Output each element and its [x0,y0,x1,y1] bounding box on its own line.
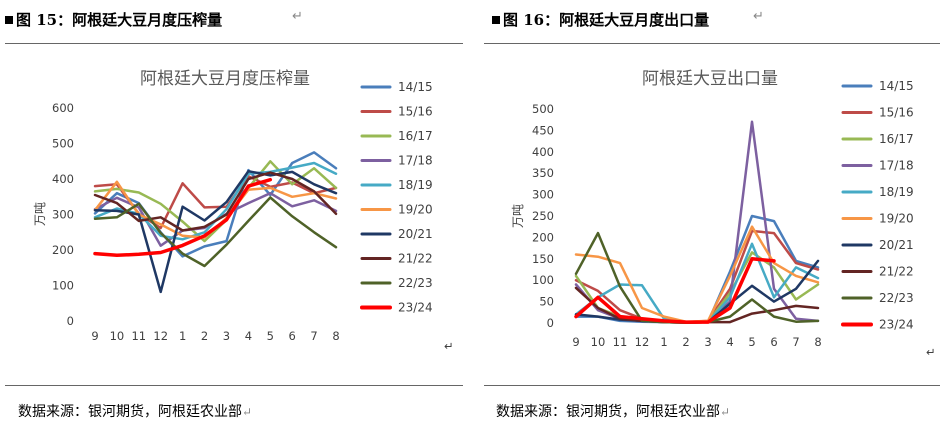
y-tick-label: 100 [52,279,74,293]
y-tick-label: 500 [52,137,74,151]
legend-label: 22/23 [398,276,433,290]
x-tick-label: 10 [591,335,606,349]
source-note-right: 数据来源：银河期货，阿根廷农业部↵ [496,404,731,420]
x-tick-label: 3 [704,335,711,349]
x-tick-label: 5 [267,329,274,343]
bottom-rule [484,385,940,386]
legend-label: 19/20 [398,203,433,217]
x-tick-label: 7 [310,329,317,343]
return-mark-icon: ↵ [242,405,253,419]
legend-label: 14/15 [398,80,433,94]
bullet-square-icon [5,16,13,24]
chart-title: 阿根廷大豆月度压榨量 [140,69,310,89]
legend-label: 16/17 [879,132,914,146]
legend-label: 20/21 [879,238,914,252]
legend-label: 17/18 [398,154,433,168]
x-tick-label: 9 [572,335,579,349]
return-mark-icon: ↵ [926,345,936,359]
series-line-23-24 [93,177,273,258]
legend-label: 15/16 [879,106,914,120]
y-tick-label: 0 [547,316,554,330]
legend-label: 15/16 [398,105,433,119]
bullet-square-icon [492,16,500,24]
x-tick-label: 4 [726,335,733,349]
legend-label: 18/19 [879,185,914,199]
legend-label: 23/24 [398,301,433,315]
y-axis-label: 万吨 [511,204,525,228]
y-tick-label: 450 [532,123,554,137]
legend-label: 22/23 [879,291,914,305]
source-note-left: 数据来源：银河期货，阿根廷农业部↵ [18,404,253,420]
x-tick-label: 11 [613,335,628,349]
x-tick-label: 2 [201,329,208,343]
right-figure: 图 16：阿根廷大豆月度出口量 ↵ 阿根廷大豆出口量 0 50 100 150 200 25… [478,0,946,427]
x-tick-label: 3 [223,329,230,343]
chart-title: 阿根廷大豆出口量 [642,69,778,89]
x-tick-label: 5 [748,335,755,349]
series-line-23-24 [574,257,776,324]
x-tick-label: 10 [110,329,125,343]
y-tick-label: 200 [532,230,554,244]
legend-label: 23/24 [879,318,914,332]
y-tick-label: 200 [52,243,74,257]
x-tick-label: 2 [682,335,689,349]
legend-label: 21/22 [398,252,433,266]
x-tick-label: 7 [792,335,799,349]
series-line-14-15 [93,151,338,258]
y-axis-label: 万吨 [33,202,47,226]
x-tick-label: 4 [245,329,252,343]
return-mark-icon: ↵ [444,339,454,353]
y-tick-label: 600 [52,101,74,115]
y-tick-label: 500 [532,102,554,116]
return-mark-icon: ↵ [720,405,731,419]
bottom-rule [5,385,463,386]
legend-label: 20/21 [398,227,433,241]
x-tick-label: 6 [289,329,296,343]
y-tick-label: 400 [532,145,554,159]
return-mark-icon: ↵ [292,9,303,24]
top-rule [5,43,463,44]
legend-label: 21/22 [879,265,914,279]
y-tick-label: 350 [532,166,554,180]
legend-label: 16/17 [398,129,433,143]
x-tick-label: 12 [153,329,168,343]
series-line-22-23 [93,196,338,268]
y-tick-label: 0 [67,314,74,328]
y-tick-label: 300 [532,188,554,202]
x-tick-label: 1 [179,329,186,343]
left-figure: 图 15：阿根廷大豆月度压榨量 ↵ 阿根廷大豆月度压榨量 0 100 200 300 40… [0,0,470,427]
y-tick-label: 250 [532,209,554,223]
x-tick-label: 11 [131,329,146,343]
legend-label: 14/15 [879,79,914,93]
legend-label: 19/20 [879,212,914,226]
top-rule [484,43,940,44]
figure-caption-left: 图 15：阿根廷大豆月度压榨量 [5,9,222,30]
legend-label: 18/19 [398,178,433,192]
x-tick-label: 1 [660,335,667,349]
x-tick-label: 8 [814,335,821,349]
y-tick-label: 100 [532,273,554,287]
x-tick-label: 12 [635,335,650,349]
x-tick-label: 8 [332,329,339,343]
x-tick-label: 9 [91,329,98,343]
y-tick-label: 400 [52,172,74,186]
x-tick-label: 6 [770,335,777,349]
y-tick-label: 150 [532,252,554,266]
series-line-20-21 [93,169,338,294]
series-line-21-22 [93,171,338,232]
y-tick-label: 50 [539,295,554,309]
figure-caption-right: 图 16：阿根廷大豆月度出口量 [492,9,709,30]
return-mark-icon: ↵ [753,9,764,24]
series-line-17-18 [574,120,820,324]
y-tick-label: 300 [52,208,74,222]
legend-label: 17/18 [879,159,914,173]
